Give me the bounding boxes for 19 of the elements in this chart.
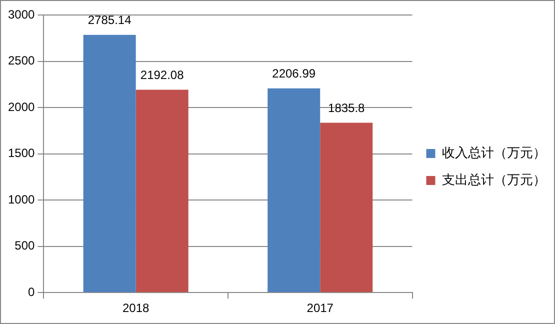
bar (136, 90, 188, 292)
y-tick-label: 500 (14, 238, 36, 253)
data-label: 1835.8 (328, 101, 366, 116)
y-tick-label: 1500 (8, 146, 36, 160)
y-tick-label: 0 (28, 284, 36, 299)
y-tick-label: 3000 (8, 7, 36, 22)
bar (83, 34, 136, 292)
x-tick-label: 2018 (122, 301, 150, 316)
y-tick-label: 1000 (8, 192, 36, 206)
y-tick-label: 2000 (8, 100, 36, 114)
x-tick-label: 2017 (306, 301, 334, 316)
bar (268, 88, 320, 292)
legend-label: 收入总计（万元） (442, 145, 546, 160)
legend-label: 支出总计（万元） (442, 172, 546, 188)
data-label: 2192.08 (140, 68, 184, 82)
y-tick-label: 2500 (8, 54, 36, 68)
data-label: 2785.14 (88, 13, 132, 28)
data-label: 2206.99 (272, 66, 316, 81)
bar (320, 122, 373, 292)
